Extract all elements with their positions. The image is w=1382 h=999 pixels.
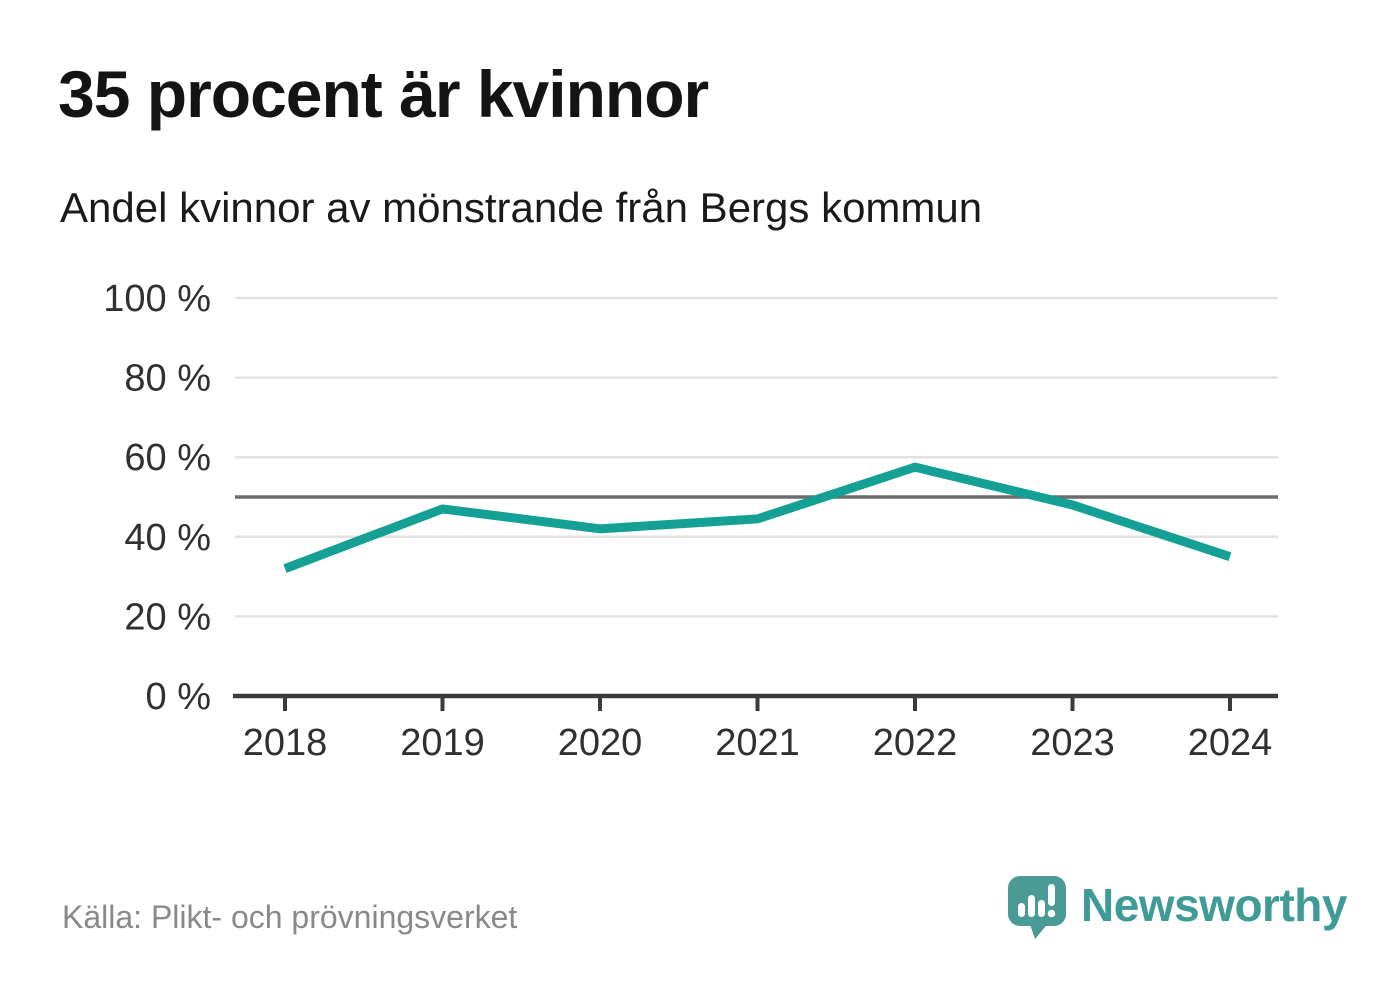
newsworthy-logo-text: Newsworthy bbox=[1081, 879, 1347, 931]
y-axis-label-80: 80 % bbox=[124, 358, 211, 400]
x-axis-label-2022: 2022 bbox=[873, 722, 958, 764]
x-axis-labels: 2018 2019 2020 2021 2022 2023 2024 bbox=[243, 722, 1273, 764]
gridlines bbox=[235, 296, 1278, 618]
chart-subtitle: Andel kvinnor av mönstrande från Bergs k… bbox=[60, 184, 983, 231]
data-series-line bbox=[283, 462, 1232, 573]
y-axis-label-20: 20 % bbox=[124, 596, 211, 638]
y-axis-labels: 0 % 20 % 40 % 60 % 80 % 100 % bbox=[103, 278, 211, 718]
speech-bubble-shape bbox=[1008, 876, 1066, 939]
source-caption: Källa: Plikt- och prövningsverket bbox=[62, 899, 518, 935]
newsworthy-brand: Newsworthy bbox=[1008, 876, 1347, 940]
bar-chart-glyph bbox=[1018, 884, 1056, 918]
x-axis bbox=[233, 693, 1278, 711]
y-axis-label-100: 100 % bbox=[103, 278, 211, 320]
newsworthy-logo-icon bbox=[1008, 876, 1066, 939]
x-axis-label-2019: 2019 bbox=[400, 722, 485, 764]
x-axis-label-2024: 2024 bbox=[1188, 722, 1273, 764]
x-axis-label-2020: 2020 bbox=[558, 722, 643, 764]
y-axis-label-60: 60 % bbox=[124, 437, 211, 479]
x-axis-label-2021: 2021 bbox=[715, 722, 800, 764]
y-axis-label-0: 0 % bbox=[146, 676, 211, 718]
x-axis-label-2018: 2018 bbox=[243, 722, 328, 764]
x-axis-label-2023: 2023 bbox=[1030, 722, 1115, 764]
chart-title: 35 procent är kvinnor bbox=[58, 57, 709, 131]
y-axis-label-40: 40 % bbox=[124, 517, 211, 559]
